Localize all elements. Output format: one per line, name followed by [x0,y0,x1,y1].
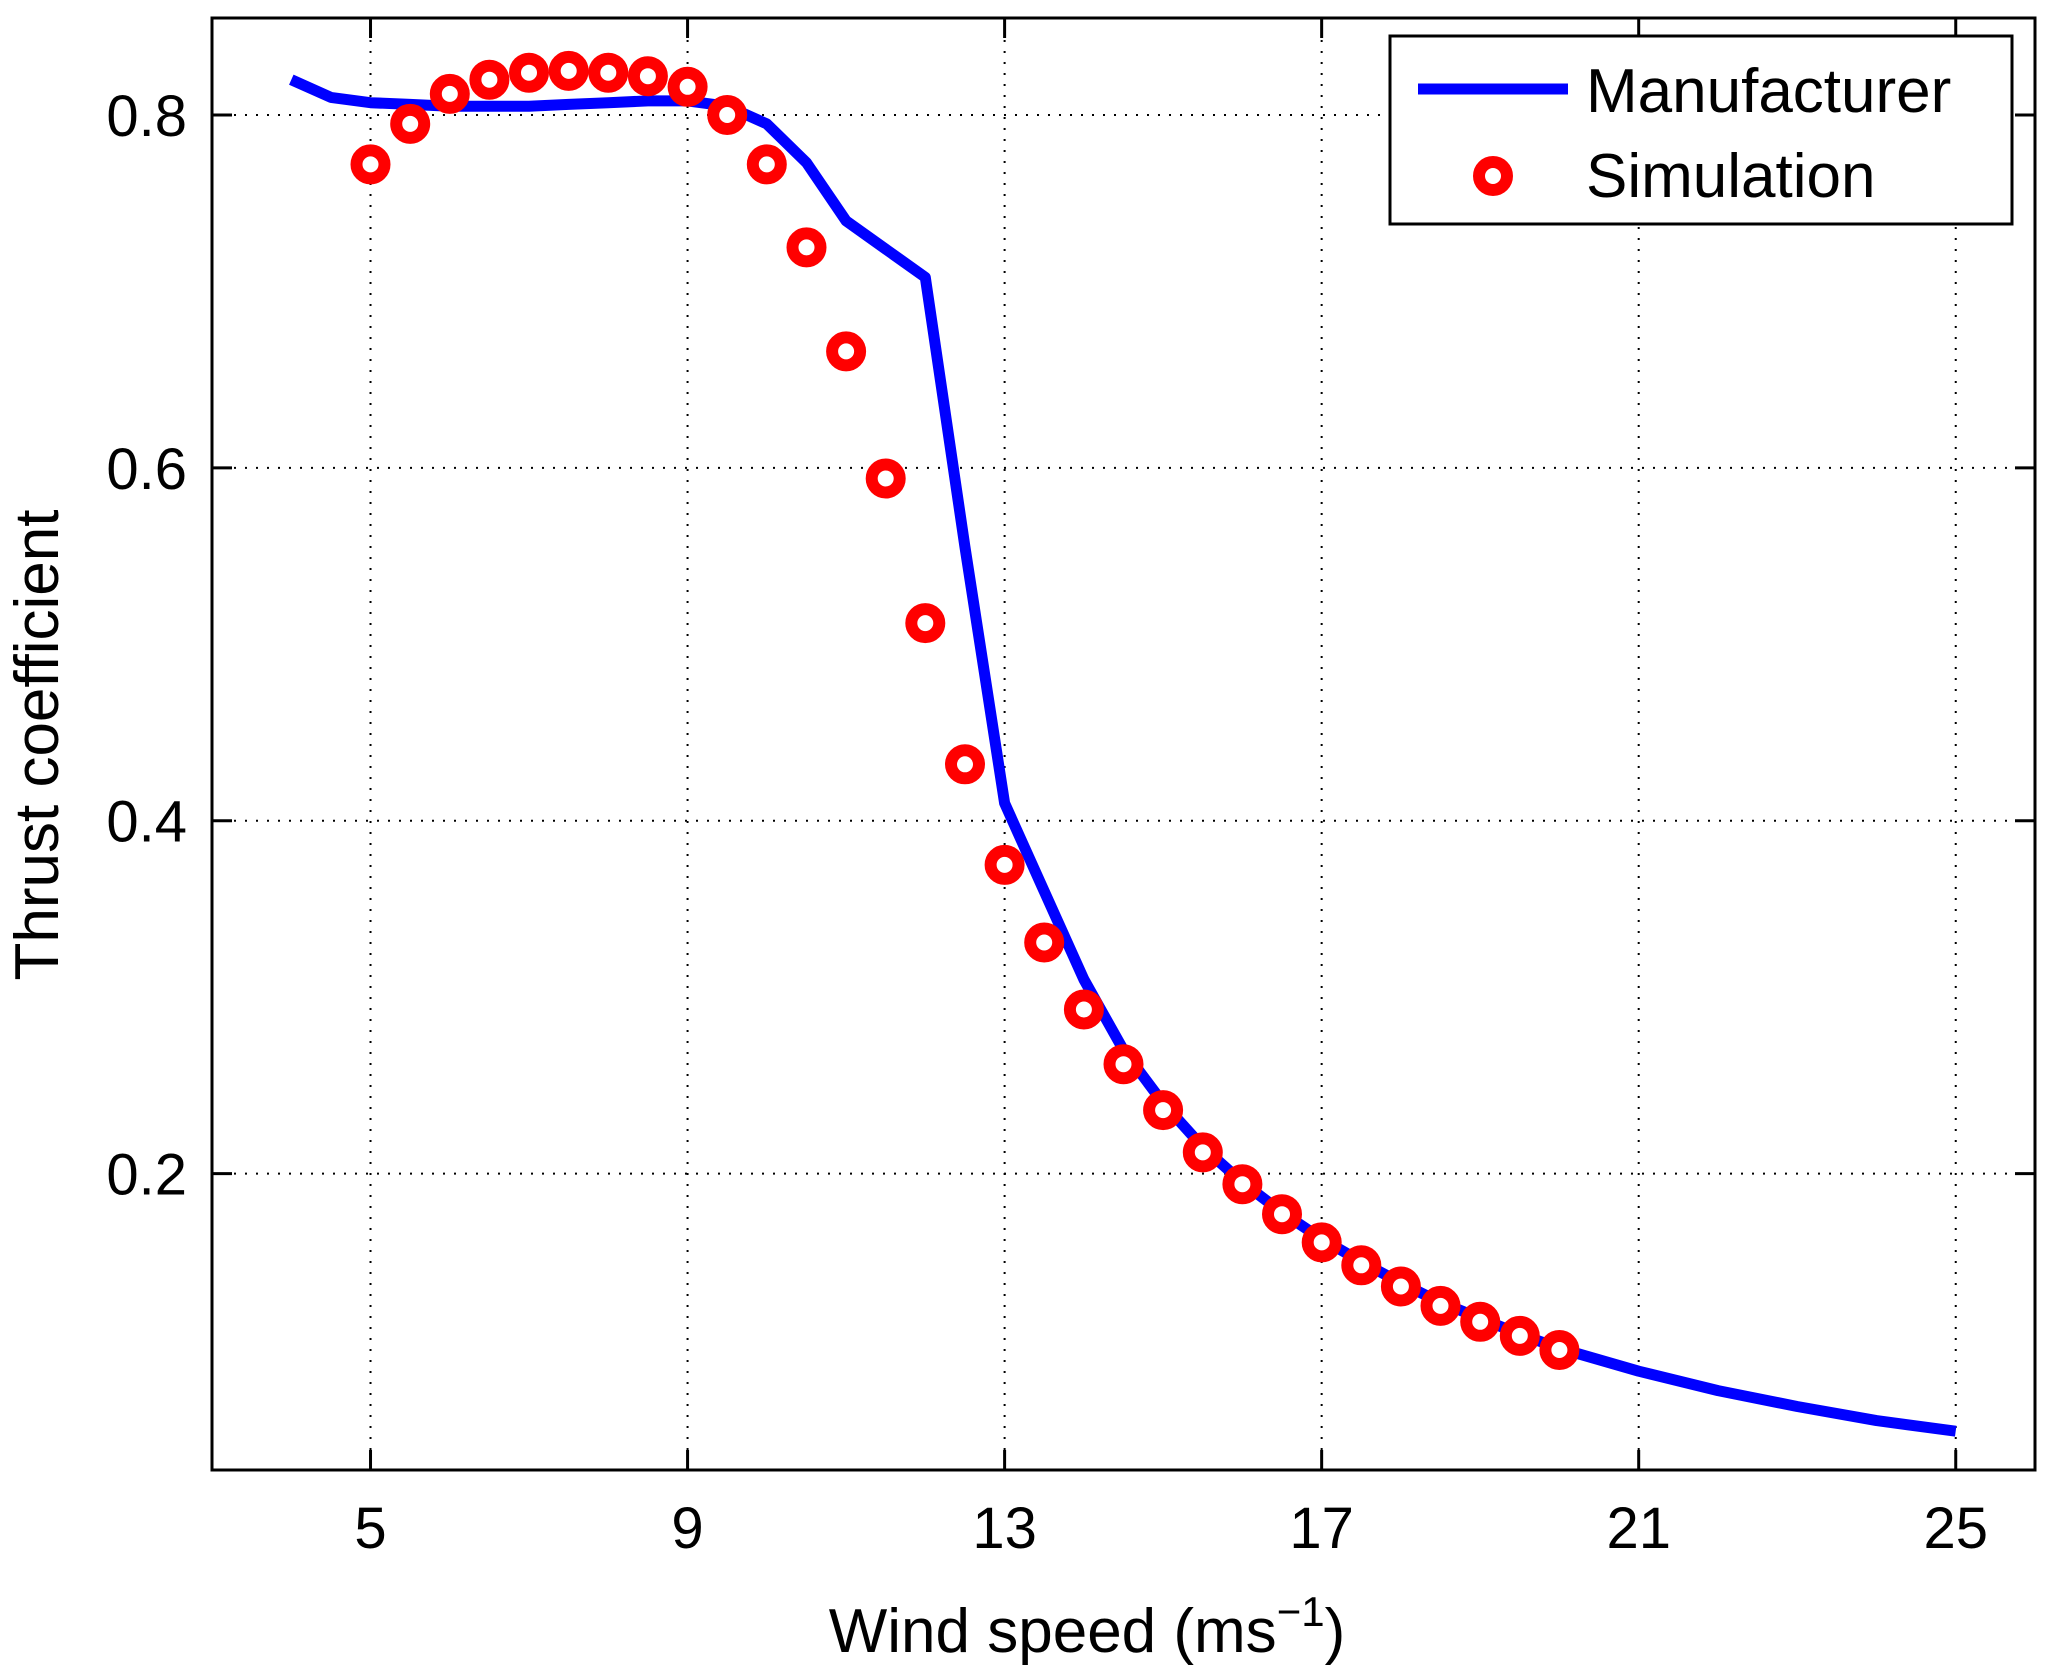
simulation-marker [1460,1301,1501,1342]
simulation-marker [429,73,470,114]
simulation-marker [1301,1222,1342,1263]
simulation-marker [627,56,668,97]
y-tick-label: 0.8 [106,84,187,149]
plot-area [212,18,2035,1470]
simulation-marker [548,50,589,91]
simulation-marker [1103,1044,1144,1085]
legend-simulation-label: Simulation [1586,142,1875,211]
y-tick-label: 0.6 [106,437,187,502]
simulation-marker [1222,1164,1263,1205]
x-tick-labels: 5 9 13 17 21 25 [354,1496,1988,1561]
simulation-marker [390,103,431,144]
plot-frame [210,16,2037,1472]
simulation-marker [1182,1132,1223,1173]
series-simulation-markers [350,50,1580,1370]
simulation-marker [1143,1090,1184,1131]
x-tick-label: 13 [972,1496,1037,1561]
simulation-marker [1341,1245,1382,1286]
simulation-marker [826,331,867,372]
x-tick-label: 9 [671,1496,703,1561]
x-tick-label: 25 [1923,1496,1988,1561]
simulation-marker [1499,1315,1540,1356]
axis-ticks [212,18,2035,1470]
x-tick-label: 5 [354,1496,386,1561]
simulation-marker [865,458,906,499]
simulation-marker [1380,1266,1421,1307]
x-axis-title-main: Wind speed (ms [829,1597,1277,1666]
simulation-marker [1420,1285,1461,1326]
simulation-marker [588,52,629,93]
simulation-marker [1063,989,1104,1030]
y-tick-label: 0.4 [106,790,187,855]
legend-manufacturer-label: Manufacturer [1586,57,1951,126]
legend: Manufacturer Simulation [1388,34,2014,226]
simulation-marker [945,744,985,785]
x-tick-label: 21 [1606,1496,1671,1561]
y-axis-title: Thrust coefficient [3,510,72,981]
simulation-marker [905,603,946,644]
simulation-marker [1024,922,1065,963]
simulation-marker [786,227,827,268]
y-tick-labels: 0.2 0.4 0.6 0.8 [106,84,187,1208]
simulation-marker [746,144,787,185]
simulation-marker [509,52,549,93]
simulation-marker [667,66,708,107]
simulation-marker [984,844,1025,885]
y-tick-label: 0.2 [106,1143,187,1208]
simulation-marker [1539,1330,1580,1370]
simulation-marker [707,95,748,135]
x-tick-label: 17 [1289,1496,1354,1561]
simulation-marker [1262,1194,1302,1235]
x-axis-title-exponent: −1 [1277,1588,1325,1635]
legend-simulation-marker-sample [1473,156,1513,196]
x-axis-title-close: ) [1325,1597,1346,1666]
x-axis-title: Wind speed (ms−1) [829,1588,1345,1666]
simulation-marker [469,59,510,100]
simulation-marker [350,144,391,185]
